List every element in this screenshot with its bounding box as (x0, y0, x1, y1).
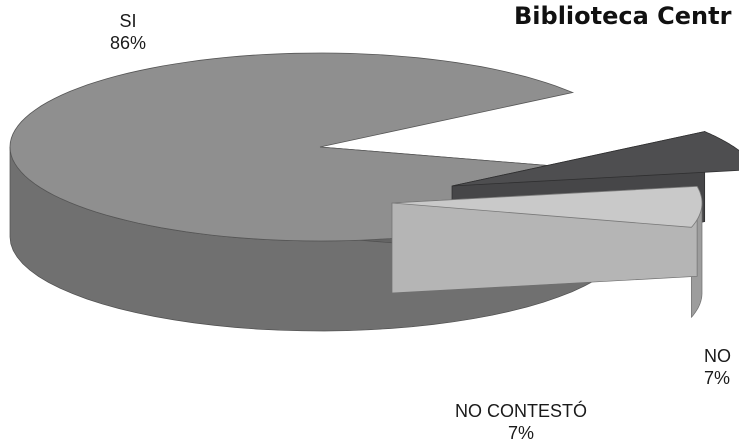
slice-value-no-contesto: 7% (508, 423, 535, 443)
slice-name-no: NO (704, 346, 731, 366)
chart-title: Biblioteca Centr (514, 2, 732, 30)
slice-label-no: NO 7% (704, 345, 731, 389)
slice-top-no-contest (391, 185, 703, 228)
slice-value-no: 7% (704, 368, 731, 388)
slice-label-si: SI 86% (110, 10, 146, 54)
slice-label-no-contesto: NO CONTESTÓ 7% (455, 400, 587, 444)
slice-top-no (451, 131, 739, 187)
slice-name-no-contesto: NO CONTESTÓ (455, 401, 588, 421)
slice-name-si: SI (119, 11, 137, 31)
pie-slice-no-contest (391, 185, 703, 319)
slice-value-si: 86% (110, 33, 147, 53)
